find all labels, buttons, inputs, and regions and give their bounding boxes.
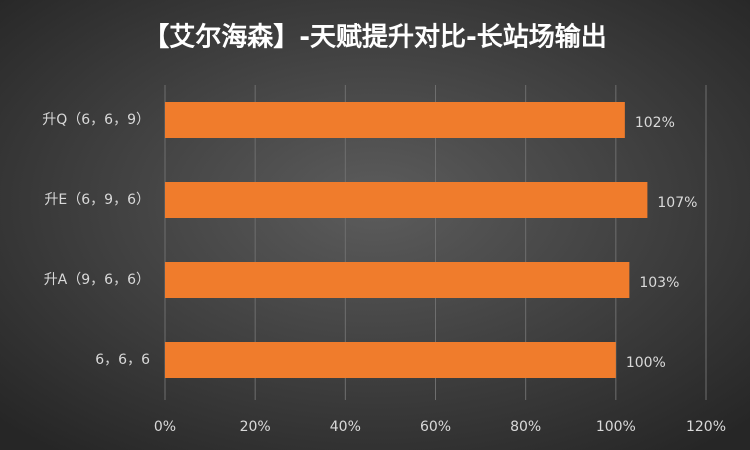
bar xyxy=(165,342,616,378)
value-label: 107% xyxy=(657,195,697,211)
y-tick-label: 升A（9，6，6） xyxy=(44,272,150,288)
chart-title: 【艾尔海森】-天赋提升对比-长站场输出 xyxy=(143,22,607,53)
x-tick-label: 60% xyxy=(420,419,451,435)
x-tick-label: 100% xyxy=(596,419,636,435)
x-tick-label: 0% xyxy=(154,419,176,435)
y-tick-label: 升E（6，9，6） xyxy=(44,192,150,208)
x-tick-label: 20% xyxy=(240,419,271,435)
value-label: 100% xyxy=(626,355,666,371)
value-label: 102% xyxy=(635,115,675,131)
x-tick-label: 120% xyxy=(686,419,726,435)
value-label: 103% xyxy=(639,275,679,291)
bar xyxy=(165,262,630,298)
bar xyxy=(165,182,648,218)
x-tick-label: 40% xyxy=(330,419,361,435)
x-tick-label: 80% xyxy=(510,419,541,435)
y-tick-label: 6，6，6 xyxy=(95,352,150,368)
bar xyxy=(165,102,625,138)
y-tick-label: 升Q（6，6，9） xyxy=(42,112,150,128)
